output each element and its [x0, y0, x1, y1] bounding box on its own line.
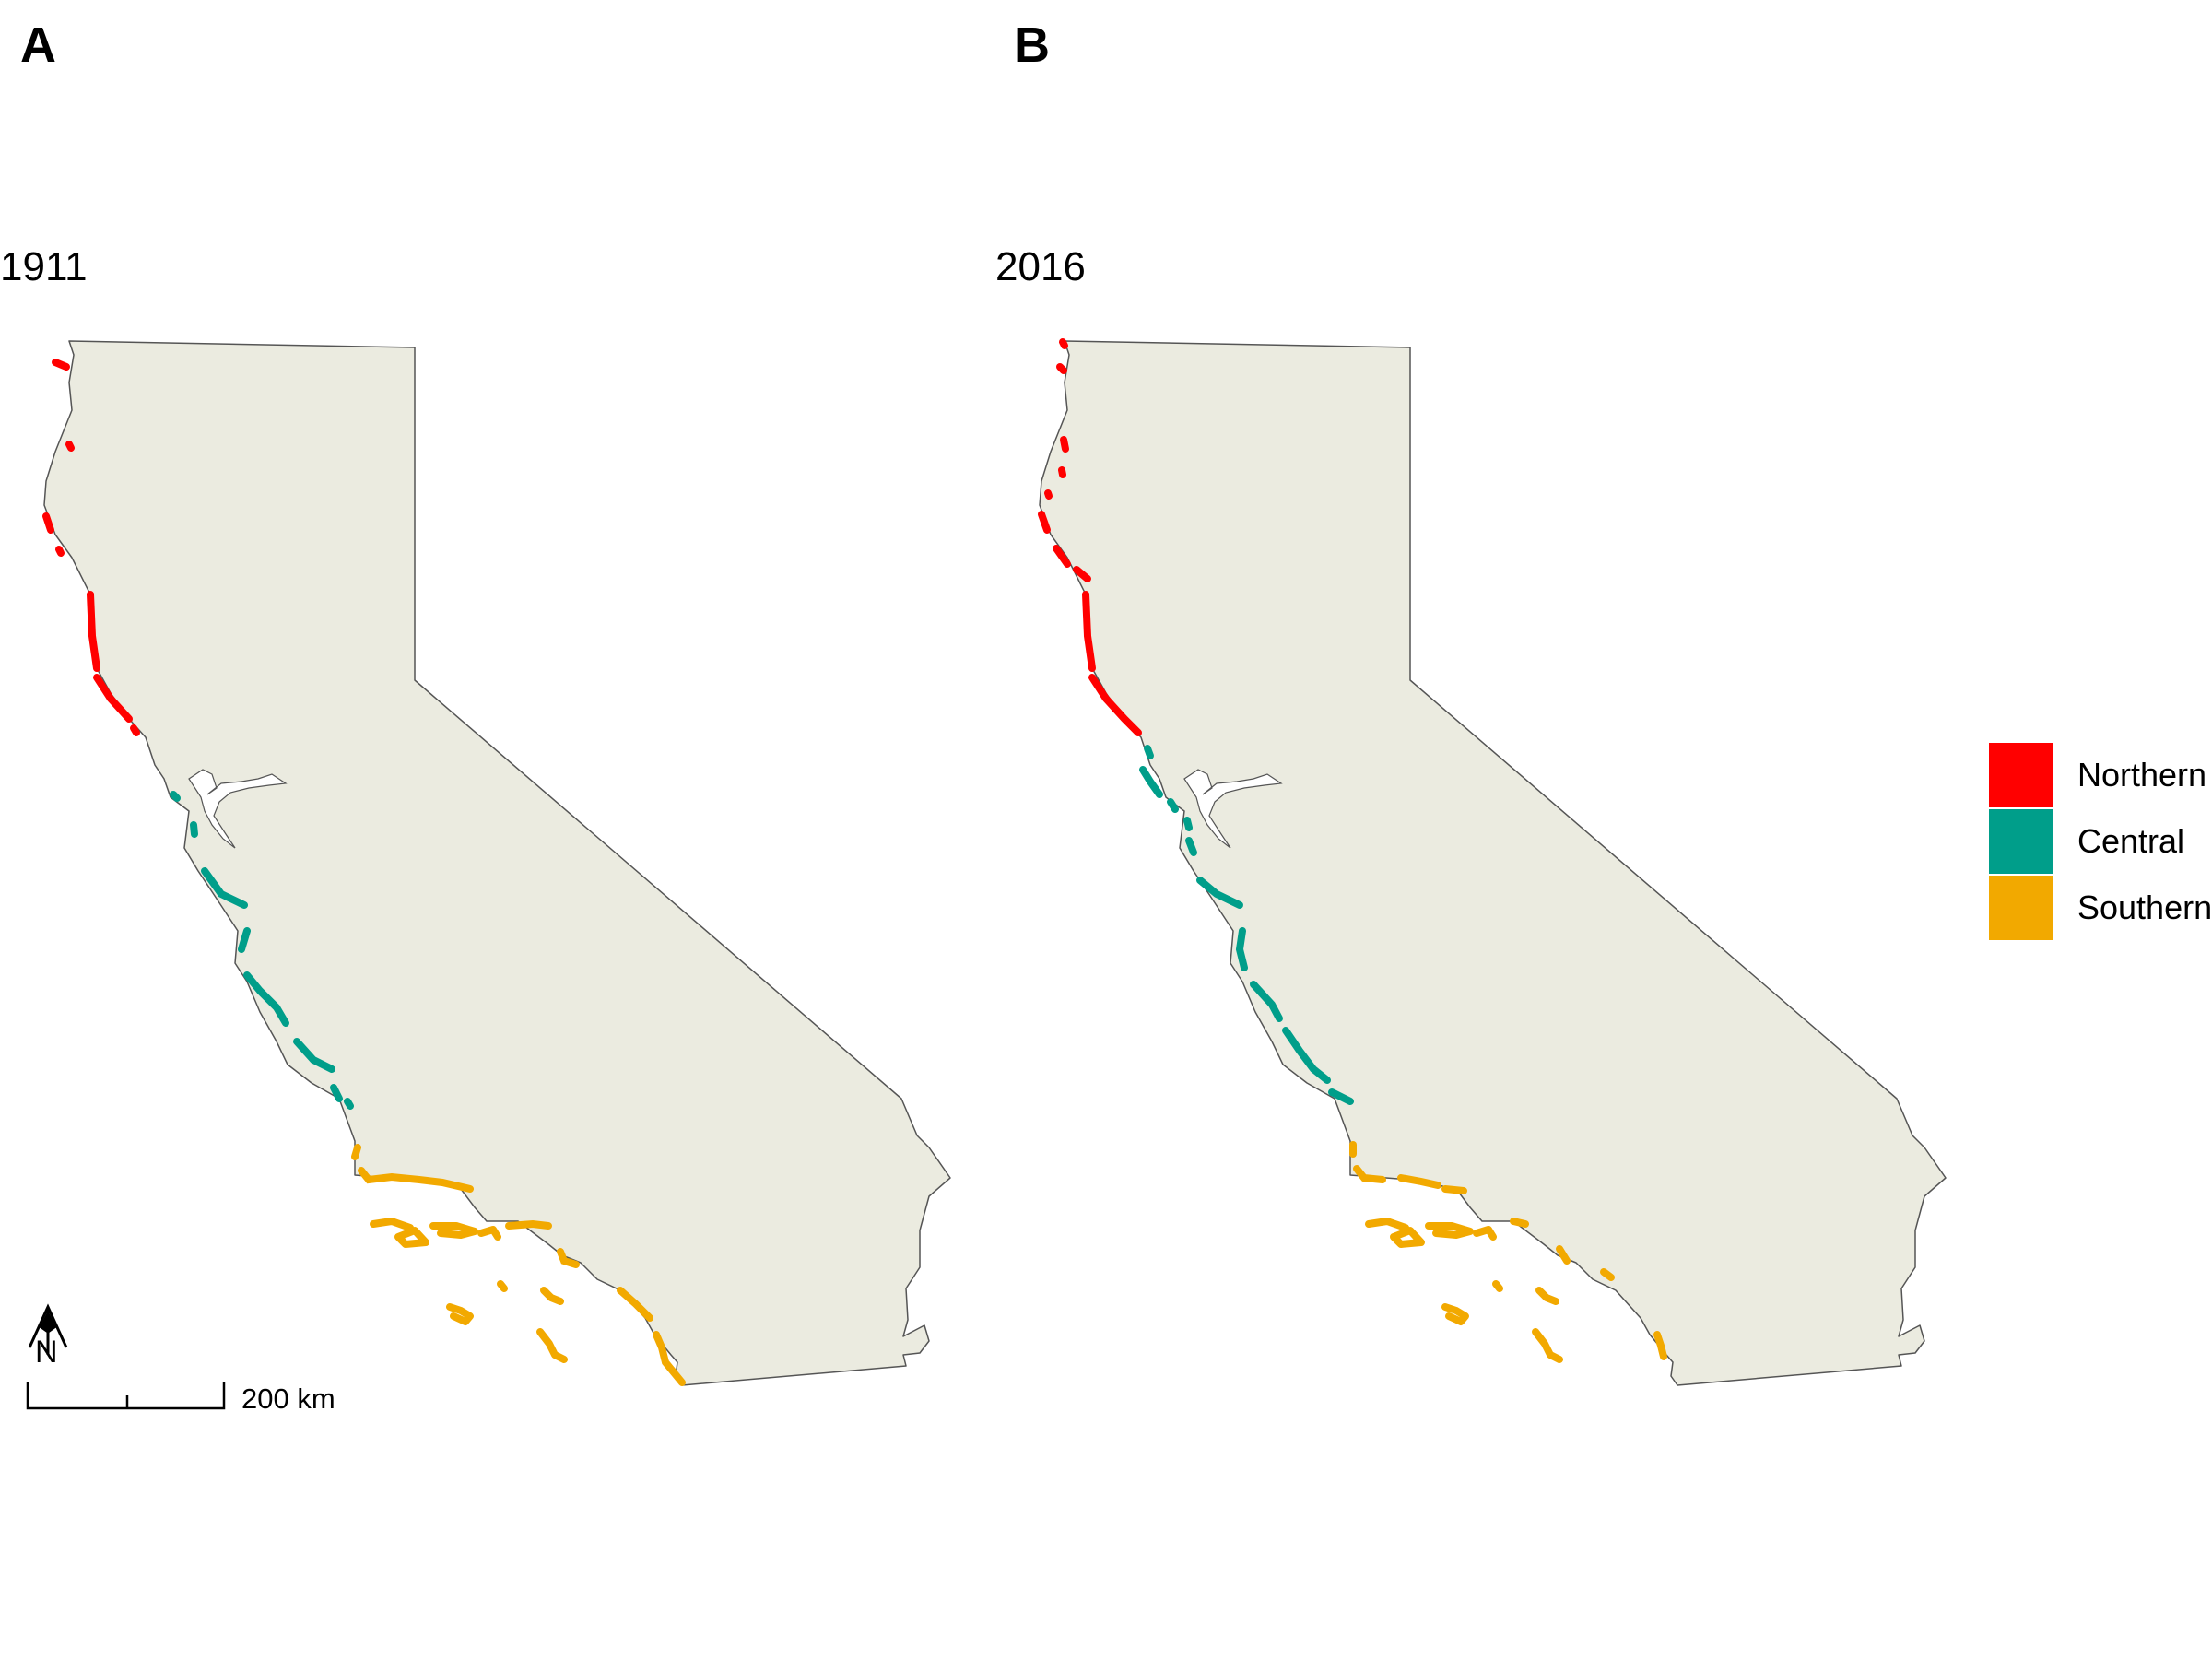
north-arrow-icon: [28, 1303, 68, 1355]
california-land: [43, 340, 951, 1386]
legend-label: Northern: [2077, 756, 2207, 794]
southern-region-2016: [1349, 1141, 1667, 1359]
legend: Northern Central Southern: [1989, 742, 2212, 941]
panel-a-year: 1911: [0, 244, 88, 289]
legend-label: Southern: [2077, 888, 2212, 926]
legend-item-southern: Southern: [1989, 875, 2212, 941]
legend-swatch-southern: [1989, 876, 2053, 940]
scale-bar: [26, 1382, 226, 1410]
legend-label: Central: [2077, 822, 2185, 860]
north-arrow-label: N: [35, 1335, 58, 1370]
map-panel-1911: [42, 340, 951, 1386]
panel-a-letter: A: [20, 18, 56, 73]
central-region-2016: [1139, 745, 1354, 1105]
scale-bar-label: 200 km: [241, 1382, 335, 1415]
northern-region-1911: [42, 359, 140, 736]
legend-swatch-central: [1989, 809, 2053, 874]
map-panel-2016: [1038, 338, 1947, 1386]
panel-b-year: 2016: [995, 244, 1086, 289]
legend-item-central: Central: [1989, 808, 2212, 875]
central-region-1911: [170, 791, 354, 1110]
panel-b-letter: B: [1014, 18, 1050, 73]
legend-swatch-northern: [1989, 743, 2053, 807]
southern-region-1911: [351, 1144, 686, 1386]
california-land: [1039, 340, 1947, 1386]
northern-region-2016: [1038, 338, 1142, 736]
legend-item-northern: Northern: [1989, 742, 2212, 808]
